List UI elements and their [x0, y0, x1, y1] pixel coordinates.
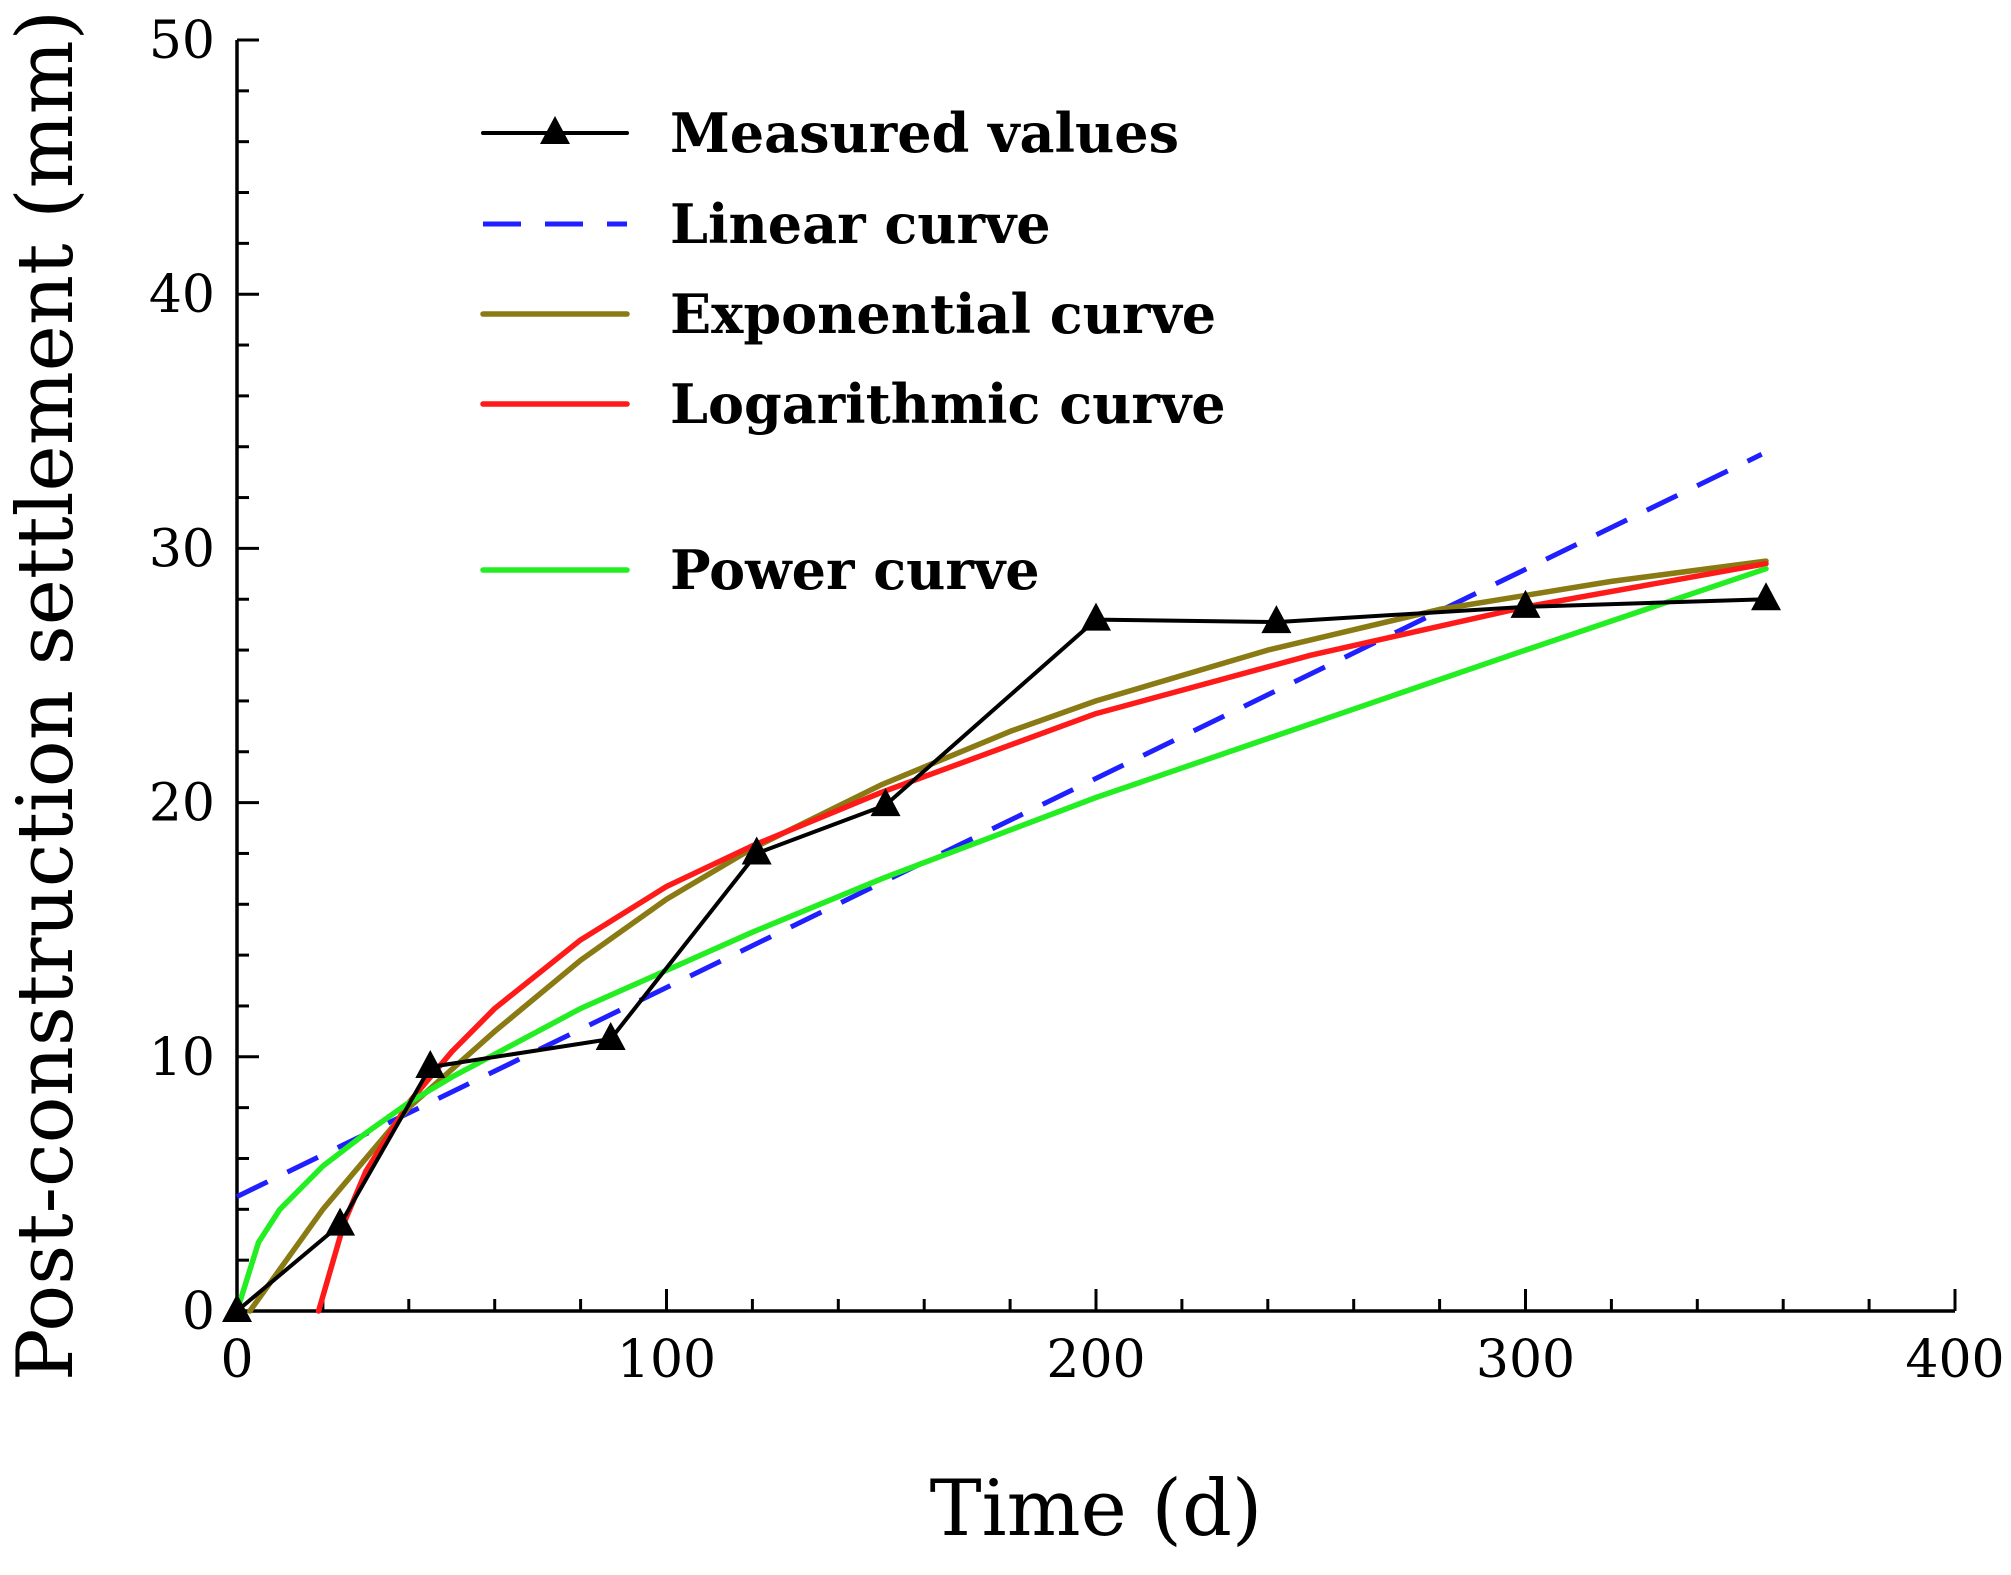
measured-point-marker: [415, 1049, 446, 1078]
measured-point-marker: [1510, 589, 1541, 618]
measured-point-marker: [1261, 605, 1292, 634]
measured-point-marker: [1081, 602, 1111, 631]
x-tick-label: 200: [1046, 1330, 1145, 1390]
measured-point-marker: [595, 1022, 626, 1051]
series-linear-curve-line: [235, 452, 1763, 1199]
x-tick-label: 0: [220, 1330, 253, 1390]
y-tick-label: 50: [149, 11, 215, 71]
series-exponential-curve-line: [247, 558, 1769, 1314]
x-axis-title: Time (d): [930, 1464, 1263, 1554]
legend-marker-measured-values: [540, 116, 570, 144]
series-power-curve-line: [234, 565, 1769, 1314]
y-tick-label: 40: [149, 265, 215, 325]
y-tick-label: 0: [182, 1282, 215, 1342]
y-tick-label: 20: [149, 774, 215, 834]
legend: Measured values Linear curve Exponential c…: [480, 101, 1226, 602]
legend-label-linear-curve: Linear curve: [670, 192, 1051, 256]
axes: 0 100 200 300 400 0 10 20 30 40 50: [149, 11, 2005, 1390]
measured-point-marker: [870, 788, 901, 817]
y-tick-label: 10: [149, 1028, 215, 1088]
x-tick-label: 400: [1905, 1330, 2004, 1390]
x-tick-label: 100: [617, 1330, 716, 1390]
legend-label-power-curve: Power curve: [670, 538, 1040, 602]
measured-point-marker: [1751, 582, 1782, 611]
measured-point-marker: [325, 1207, 356, 1236]
legend-label-exponential-curve: Exponential curve: [670, 282, 1216, 346]
series-measured-values-line: [235, 597, 1768, 1313]
x-tick-label: 300: [1476, 1330, 1575, 1390]
measured-point-marker: [222, 1294, 252, 1322]
series-logarithmic-curve-line: [315, 560, 1769, 1314]
y-tick-label: 30: [149, 519, 215, 579]
y-axis-title: Post-construction settlement (mm): [1, 10, 91, 1381]
series-layer: [222, 452, 1782, 1322]
legend-label-logarithmic-curve: Logarithmic curve: [670, 372, 1226, 436]
measured-point-marker: [741, 836, 772, 865]
legend-label-measured-values: Measured values: [670, 101, 1179, 165]
